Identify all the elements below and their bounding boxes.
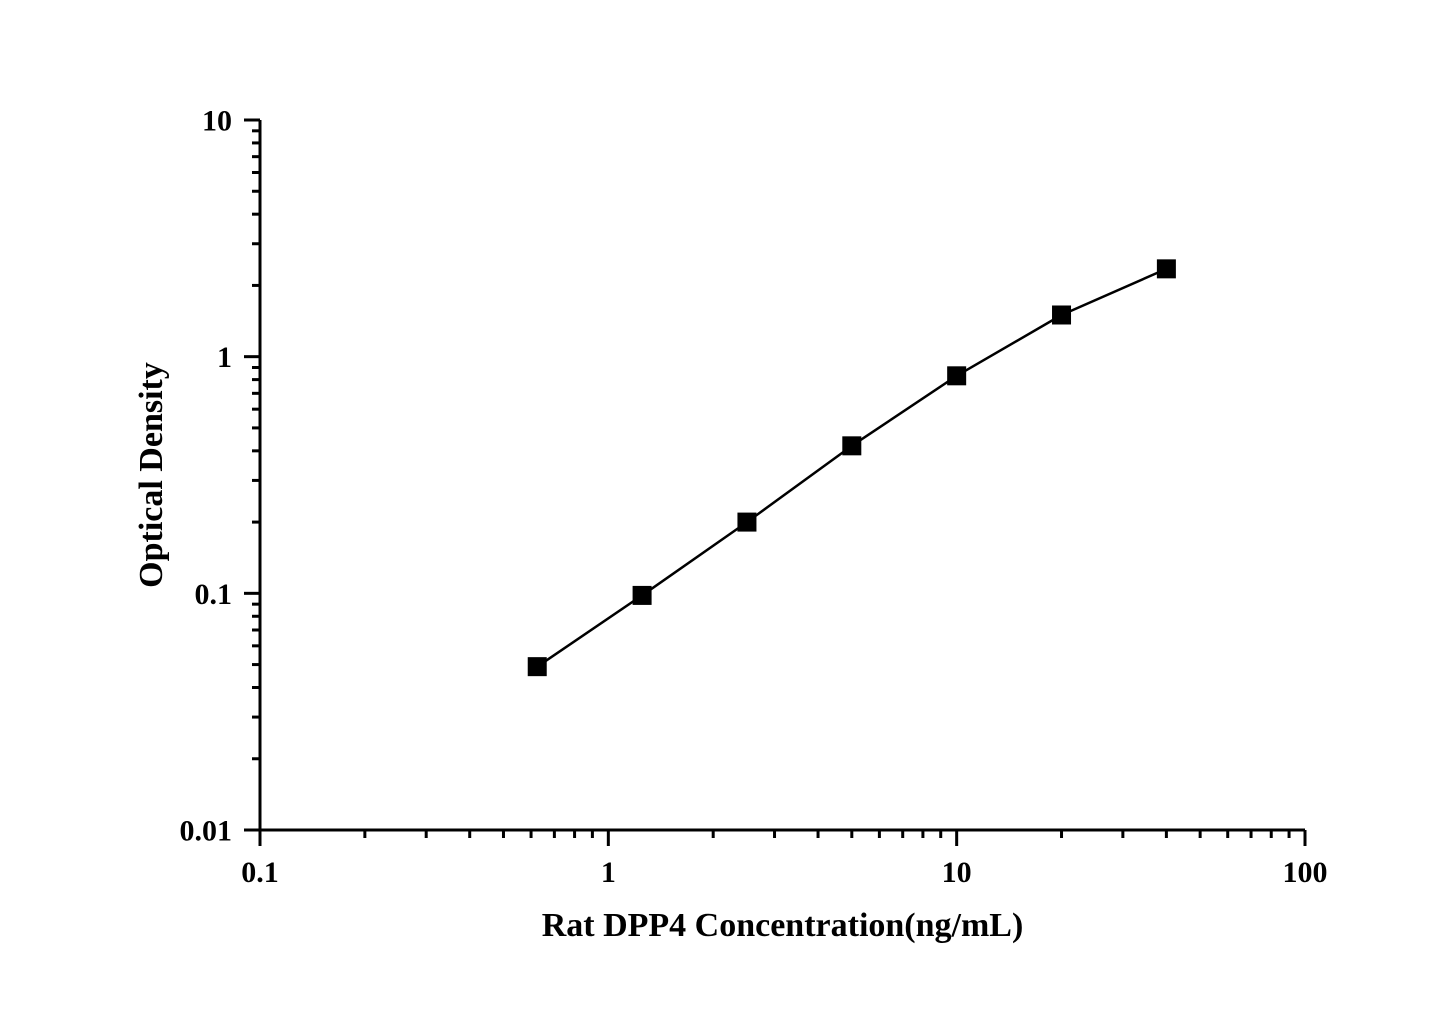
data-marker: [633, 586, 651, 604]
data-marker: [948, 367, 966, 385]
data-marker: [843, 437, 861, 455]
x-tick-label: 1: [601, 856, 616, 889]
data-marker: [528, 658, 546, 676]
data-marker: [738, 513, 756, 531]
y-axis-label: Optical Density: [133, 362, 170, 588]
chart-background: [0, 0, 1445, 1009]
y-tick-label: 0.1: [195, 578, 233, 611]
data-marker: [1053, 306, 1071, 324]
x-tick-label: 100: [1283, 856, 1328, 889]
x-axis-label: Rat DPP4 Concentration(ng/mL): [542, 907, 1024, 944]
y-tick-label: 10: [202, 105, 232, 138]
y-tick-label: 0.01: [180, 815, 233, 848]
x-tick-label: 10: [942, 856, 972, 889]
data-marker: [1157, 260, 1175, 278]
y-tick-label: 1: [217, 341, 232, 374]
chart-container: 0.11101000.010.1110Rat DPP4 Concentratio…: [0, 0, 1445, 1009]
x-tick-label: 0.1: [241, 856, 279, 889]
loglog-chart: 0.11101000.010.1110Rat DPP4 Concentratio…: [0, 0, 1445, 1009]
